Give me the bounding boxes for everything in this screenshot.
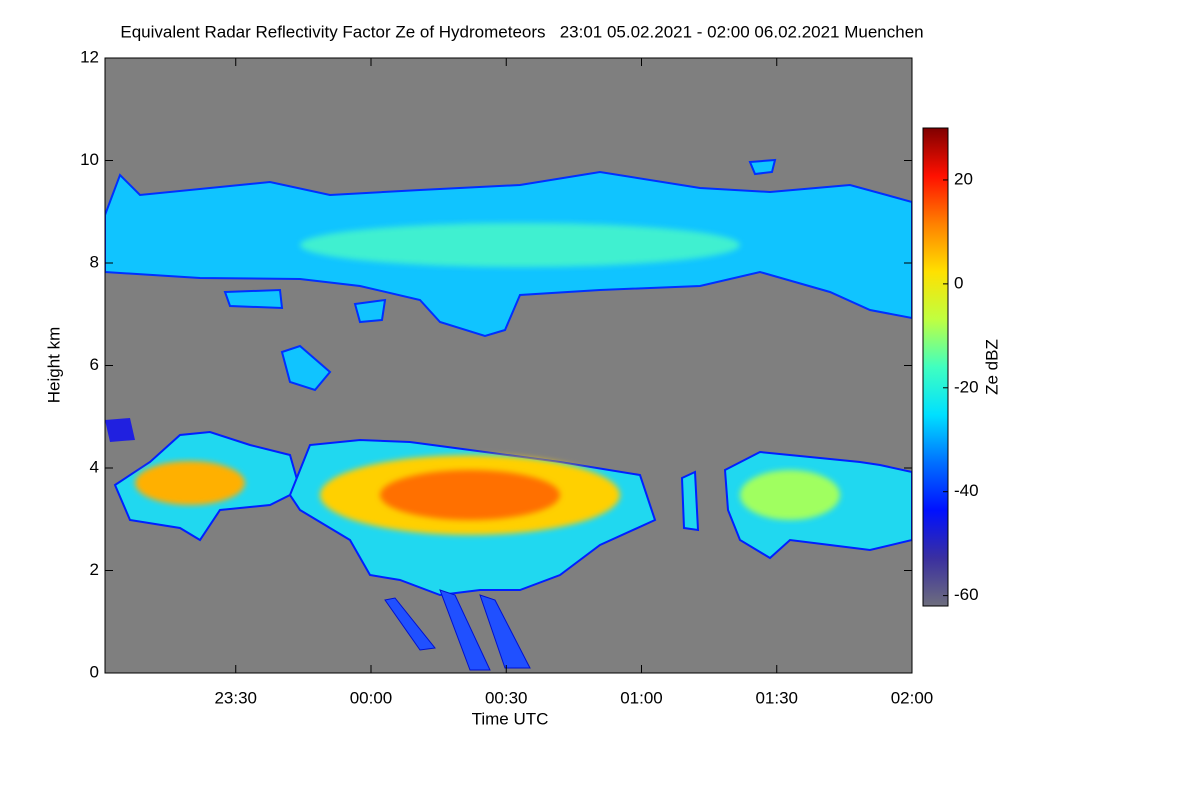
y-tick-label: 10	[80, 150, 99, 169]
x-tick-label: 01:00	[620, 688, 663, 707]
colorbar-tick-label: -60	[954, 585, 979, 604]
x-axis-label: Time UTC	[472, 709, 549, 728]
colorbar-tick-label: -20	[954, 377, 979, 396]
y-axis-label: Height km	[44, 327, 63, 404]
echo-core	[740, 470, 840, 520]
echo-core	[380, 470, 560, 520]
x-tick-label: 00:00	[350, 688, 393, 707]
echo-e	[105, 418, 135, 442]
cirrus-core	[300, 223, 740, 267]
y-tick-label: 8	[90, 252, 99, 271]
colorbar-label: Ze dBZ	[982, 339, 1001, 395]
x-tick-label: 02:00	[891, 688, 934, 707]
echo-c	[680, 470, 700, 532]
y-tick-label: 0	[90, 662, 99, 681]
x-tick-label: 01:30	[755, 688, 798, 707]
y-tick-label: 4	[90, 457, 99, 476]
colorbar-tick-label: 20	[954, 169, 973, 188]
x-tick-label: 23:30	[214, 688, 257, 707]
cirrus-patch	[223, 158, 777, 392]
echo-core	[135, 461, 245, 505]
x-tick-label: 00:30	[485, 688, 528, 707]
colorbar-tick-label: -40	[954, 481, 979, 500]
chart-title: Equivalent Radar Reflectivity Factor Ze …	[120, 22, 923, 41]
y-tick-label: 12	[80, 47, 99, 66]
colorbar	[922, 127, 949, 607]
colorbar-tick-label: 0	[954, 273, 963, 292]
echoes	[105, 158, 912, 671]
fall-streak	[384, 589, 531, 671]
y-tick-label: 2	[90, 560, 99, 579]
y-tick-label: 6	[90, 355, 99, 374]
